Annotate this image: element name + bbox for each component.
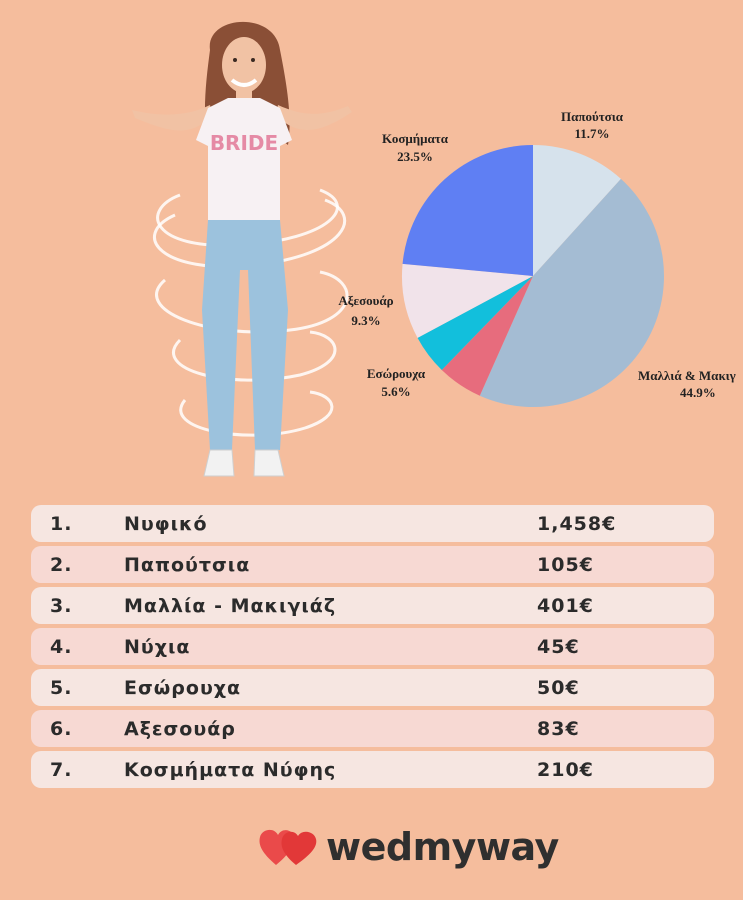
pie-slices: [402, 145, 664, 407]
table-row: 3. Μαλλία - Μακιγιάζ 401€: [31, 587, 714, 624]
sneakers: [203, 449, 285, 477]
swirl-rings: [153, 188, 349, 437]
row-price: 83€: [537, 717, 580, 740]
pie-chart: Παπούτσια 11.7% Μαλλιά & Μακιγ 44.9% Εσώ…: [338, 109, 736, 407]
row-item: Νυφικό: [124, 512, 208, 535]
double-heart-icon: [259, 829, 317, 865]
slice-label-shoes: Παπούτσια: [561, 109, 624, 124]
row-price: 50€: [537, 676, 580, 699]
t-shirt: BRIDE: [196, 98, 292, 220]
pie-slice-1: [479, 178, 664, 407]
pie-slice-2: [441, 276, 533, 396]
table-row: 7. Κοσμήματα Νύφης 210€: [31, 751, 714, 788]
row-number: 1.: [50, 512, 73, 535]
row-item: Κοσμήματα Νύφης: [124, 758, 337, 781]
bride-illustration: BRIDE: [132, 21, 352, 477]
wedmyway-logo: wedmyway: [258, 822, 559, 872]
slice-label-jewelry: Κοσμήματα: [382, 131, 449, 146]
slice-pct-hair-makeup: 44.9%: [680, 385, 716, 400]
row-price: 401€: [537, 594, 594, 617]
slice-pct-shoes: 11.7%: [574, 126, 609, 141]
row-number: 3.: [50, 594, 73, 617]
arms: [132, 105, 352, 131]
row-price: 45€: [537, 635, 580, 658]
row-number: 2.: [50, 553, 73, 576]
row-price: 210€: [537, 758, 594, 781]
row-number: 7.: [50, 758, 73, 781]
slice-pct-underwear: 5.6%: [381, 384, 410, 399]
pie-slice-3: [417, 276, 533, 371]
row-item: Εσώρουχα: [124, 676, 242, 699]
row-item: Παπούτσια: [124, 553, 251, 576]
table-row: 4. Νύχια 45€: [31, 628, 714, 665]
row-item: Αξεσουάρ: [124, 717, 236, 740]
row-number: 6.: [50, 717, 73, 740]
logo-text: wedmyway: [326, 825, 559, 869]
row-price: 105€: [537, 553, 594, 576]
slice-label-accessories: Αξεσουάρ: [338, 293, 393, 308]
table-row: 5. Εσώρουχα 50€: [31, 669, 714, 706]
shirt-text: BRIDE: [210, 131, 278, 155]
row-item: Νύχια: [124, 635, 191, 658]
row-number: 4.: [50, 635, 73, 658]
pie-slice-4: [402, 263, 533, 338]
pie-slice-0: [533, 145, 621, 276]
slice-pct-jewelry: 23.5%: [397, 149, 433, 164]
table-row: 1. Νυφικό 1,458€: [31, 505, 714, 542]
slice-label-underwear: Εσώρουχα: [367, 366, 426, 381]
jeans: [202, 220, 288, 450]
row-price: 1,458€: [537, 512, 617, 535]
slice-label-hair-makeup: Μαλλιά & Μακιγ: [638, 368, 736, 383]
table-row: 2. Παπούτσια 105€: [31, 546, 714, 583]
cost-table: 1. Νυφικό 1,458€ 2. Παπούτσια 105€ 3. Μαλλία - …: [31, 505, 714, 792]
slice-pct-accessories: 9.3%: [351, 313, 380, 328]
pie-labels: Παπούτσια 11.7% Μαλλιά & Μακιγ 44.9% Εσώ…: [338, 109, 735, 400]
row-item: Μαλλία - Μακιγιάζ: [124, 594, 337, 617]
face: [222, 37, 266, 93]
pie-slice-5: [402, 145, 533, 276]
table-row: 6. Αξεσουάρ 83€: [31, 710, 714, 747]
row-number: 5.: [50, 676, 73, 699]
